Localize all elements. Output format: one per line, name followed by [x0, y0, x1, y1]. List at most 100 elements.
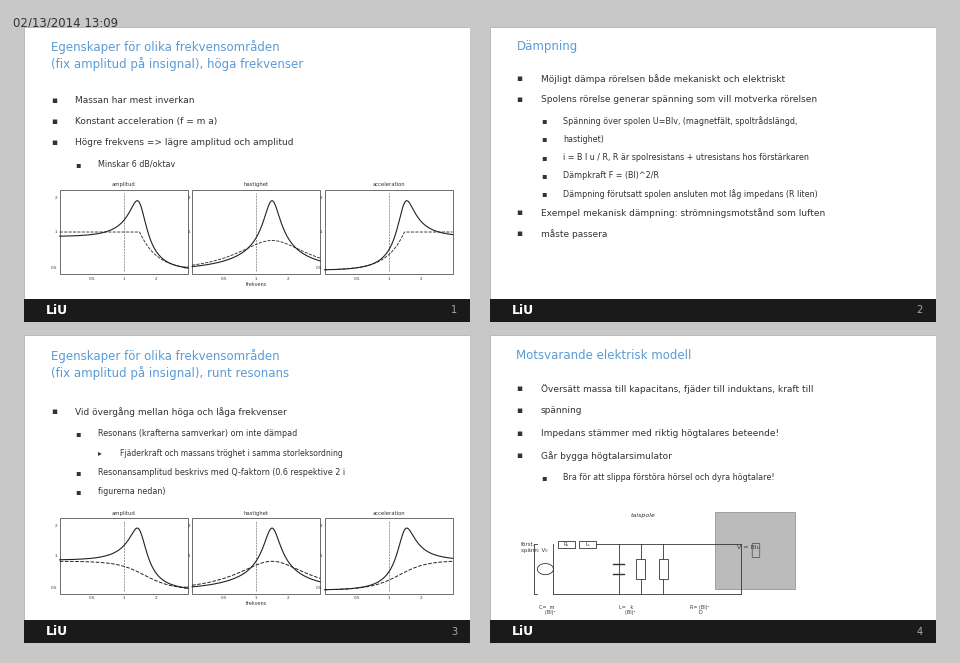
Text: 1: 1 — [320, 230, 323, 234]
Text: Går bygga högtalarsimulator: Går bygga högtalarsimulator — [540, 451, 672, 461]
Text: 0.5: 0.5 — [88, 596, 95, 600]
Text: 0.5: 0.5 — [316, 585, 323, 590]
Bar — [192, 190, 320, 274]
Text: C=  m   
    (Bl)²: C= m (Bl)² — [539, 605, 559, 615]
Text: ▪: ▪ — [75, 430, 81, 438]
Text: ▪: ▪ — [75, 467, 81, 477]
Text: ▪: ▪ — [540, 152, 546, 162]
Text: L=   k  
    (Bl)²: L= k (Bl)² — [619, 605, 636, 615]
Text: 2: 2 — [917, 306, 923, 316]
Text: måste passera: måste passera — [540, 229, 608, 239]
Text: frekvens: frekvens — [246, 601, 267, 607]
Text: 1: 1 — [123, 276, 125, 280]
Text: 1: 1 — [387, 276, 390, 280]
Text: LiU: LiU — [512, 304, 534, 317]
Text: ▪: ▪ — [75, 160, 81, 168]
Text: Lₛ: Lₛ — [586, 542, 590, 547]
Text: först.
spänn: V₀: först. spänn: V₀ — [521, 542, 547, 553]
Text: ▪: ▪ — [516, 229, 522, 238]
Text: 1: 1 — [254, 276, 257, 280]
Text: 2: 2 — [155, 276, 157, 280]
Text: Vid övergång mellan höga och låga frekvenser: Vid övergång mellan höga och låga frekve… — [75, 407, 287, 417]
Text: Fjäderkraft och massans tröghet i samma storleksordning: Fjäderkraft och massans tröghet i samma … — [120, 449, 343, 457]
Text: 2: 2 — [187, 196, 190, 200]
Text: 1: 1 — [55, 230, 58, 234]
Text: Dämpning: Dämpning — [516, 40, 578, 53]
Text: ▸: ▸ — [98, 449, 102, 457]
Text: amplitud: amplitud — [111, 511, 135, 516]
Text: 1: 1 — [123, 596, 125, 600]
Text: 0.5: 0.5 — [221, 276, 228, 280]
Bar — [60, 190, 188, 274]
Text: 2: 2 — [187, 524, 190, 528]
Text: Dämpkraft F = (Bl)^2/R: Dämpkraft F = (Bl)^2/R — [564, 171, 660, 180]
Text: 2: 2 — [55, 196, 58, 200]
Text: LiU: LiU — [512, 625, 534, 638]
Text: ▪: ▪ — [516, 74, 522, 83]
Text: LiU: LiU — [46, 304, 68, 317]
Text: 4: 4 — [917, 627, 923, 636]
Text: Spänning över spolen U=Blv, (magnetfält, spoltrådslängd,: Spänning över spolen U=Blv, (magnetfält,… — [564, 116, 798, 126]
Text: Egenskaper för olika frekvensområden
(fix amplitud på insignal), höga frekvenser: Egenskaper för olika frekvensområden (fi… — [51, 40, 303, 71]
Text: ▪: ▪ — [51, 407, 57, 416]
Text: 2: 2 — [287, 276, 289, 280]
Text: Egenskaper för olika frekvensområden
(fix amplitud på insignal), runt resonans: Egenskaper för olika frekvensområden (fi… — [51, 349, 289, 380]
Text: Exempel mekanisk dämpning: strömningsmotstånd som luften: Exempel mekanisk dämpning: strömningsmot… — [540, 208, 826, 217]
Text: ▪: ▪ — [516, 384, 522, 393]
Text: Massan har mest inverkan: Massan har mest inverkan — [75, 96, 195, 105]
Text: 2: 2 — [55, 524, 58, 528]
Text: amplitud: amplitud — [111, 182, 135, 188]
Text: Konstant acceleration (f = m a): Konstant acceleration (f = m a) — [75, 117, 218, 126]
Text: ▪: ▪ — [51, 139, 57, 147]
Text: Dämpning förutsatt spolen ansluten mot låg impedans (R liten): Dämpning förutsatt spolen ansluten mot l… — [564, 190, 818, 200]
Text: ▪: ▪ — [540, 116, 546, 125]
Text: 0.5: 0.5 — [353, 596, 360, 600]
Text: 0.5: 0.5 — [221, 596, 228, 600]
Text: 1: 1 — [55, 554, 58, 558]
Bar — [60, 518, 188, 594]
Bar — [324, 190, 452, 274]
Text: ▪: ▪ — [540, 190, 546, 198]
Text: 0.5: 0.5 — [183, 585, 190, 590]
Text: taispole: taispole — [630, 512, 655, 518]
Text: Spolens rörelse generar spänning som vill motverka rörelsen: Spolens rörelse generar spänning som vil… — [540, 95, 817, 104]
Text: 02/13/2014 13:09: 02/13/2014 13:09 — [13, 16, 119, 29]
Bar — [192, 518, 320, 594]
Text: ▪: ▪ — [540, 135, 546, 143]
Text: 1: 1 — [387, 596, 390, 600]
Bar — [24, 300, 470, 322]
Text: 0.5: 0.5 — [316, 266, 323, 270]
Text: spänning: spänning — [540, 406, 583, 415]
Text: 2: 2 — [420, 276, 421, 280]
Text: 2: 2 — [155, 596, 157, 600]
Text: Motsvarande elektrisk modell: Motsvarande elektrisk modell — [516, 349, 692, 362]
Text: figurerna nedan): figurerna nedan) — [98, 487, 165, 496]
Text: ▪: ▪ — [516, 406, 522, 415]
Text: ▪: ▪ — [540, 171, 546, 180]
Text: 2: 2 — [287, 596, 289, 600]
Text: Bra för att slippa förstöra hörsel och dyra högtalare!: Bra för att slippa förstöra hörsel och d… — [564, 473, 775, 482]
Text: ▪: ▪ — [540, 473, 546, 482]
Text: acceleration: acceleration — [372, 182, 405, 188]
Text: hastighet: hastighet — [244, 511, 269, 516]
Text: ▪: ▪ — [516, 208, 522, 217]
Text: ▪: ▪ — [51, 96, 57, 105]
Text: V = Blu: V = Blu — [737, 545, 760, 550]
Text: 2: 2 — [320, 524, 323, 528]
Text: Resonansamplitud beskrivs med Q-faktorn (0.6 respektive 2 i: Resonansamplitud beskrivs med Q-faktorn … — [98, 467, 345, 477]
Bar — [579, 540, 596, 548]
Text: Möjligt dämpa rörelsen både mekaniskt och elektriskt: Möjligt dämpa rörelsen både mekaniskt oc… — [540, 74, 785, 84]
Text: LiU: LiU — [46, 625, 68, 638]
Text: 0.5: 0.5 — [183, 266, 190, 270]
Bar — [636, 560, 645, 579]
Bar — [715, 512, 796, 589]
Text: 3: 3 — [451, 627, 457, 636]
Text: 1: 1 — [187, 554, 190, 558]
Text: 0.5: 0.5 — [51, 585, 58, 590]
Text: 0.5: 0.5 — [88, 276, 95, 280]
Text: Impedans stämmer med riktig högtalares beteende!: Impedans stämmer med riktig högtalares b… — [540, 428, 780, 438]
Text: 0.5: 0.5 — [51, 266, 58, 270]
Text: ▪: ▪ — [51, 117, 57, 126]
Bar — [490, 620, 936, 643]
Bar — [490, 300, 936, 322]
